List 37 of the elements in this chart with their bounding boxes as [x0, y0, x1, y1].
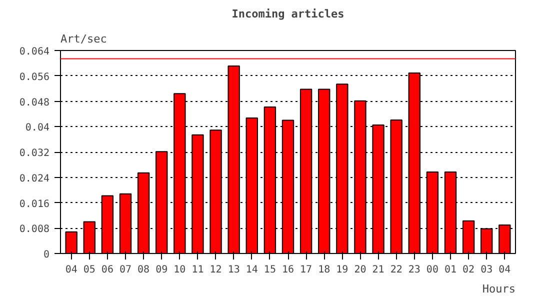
x-tick-label: 05 [83, 264, 96, 276]
x-tick-label: 17 [300, 264, 312, 276]
x-tick-label: 21 [372, 264, 384, 276]
y-tick-label: 0.04 [25, 122, 50, 134]
y-tick-label: 0.008 [19, 224, 50, 236]
y-tick-label: 0.056 [19, 72, 50, 83]
x-tick-label: 00 [426, 264, 438, 276]
x-tick-label: 04 [65, 264, 78, 276]
x-axis-title: Hours [482, 282, 516, 296]
chart-title: Incoming articles [232, 8, 344, 20]
y-tick-label: 0.064 [19, 46, 50, 58]
x-tick-label: 11 [192, 264, 204, 276]
y-tick-label: 0 [43, 250, 50, 260]
x-tick-label: 16 [282, 264, 294, 276]
x-tick-label: 09 [156, 264, 168, 276]
x-tick-label: 18 [318, 264, 330, 276]
x-tick-label: 07 [119, 264, 132, 276]
x-tick-label: 15 [264, 264, 276, 276]
y-tick-label: 0.048 [19, 97, 50, 108]
x-tick-label: 02 [462, 264, 475, 276]
y-axis-title: Art/sec [60, 32, 107, 46]
y-tick-label: 0.024 [19, 173, 50, 184]
x-tick-label: 06 [101, 264, 114, 276]
x-tick-label: 19 [336, 264, 348, 276]
x-tick-label: 01 [444, 264, 457, 276]
x-tick-label: 10 [174, 264, 186, 276]
x-tick-label: 13 [228, 264, 240, 276]
x-tick-label: 03 [480, 264, 493, 276]
x-tick-label: 08 [138, 264, 150, 276]
x-tick-label: 22 [390, 264, 402, 276]
x-tick-label: 23 [408, 264, 420, 276]
x-tick-label: 12 [210, 264, 222, 276]
y-tick-label: 0.032 [19, 148, 50, 159]
x-tick-label: 04 [498, 264, 511, 276]
y-tick-label: 0.016 [19, 198, 50, 210]
x-tick-label: 20 [354, 264, 366, 276]
x-tick-label: 14 [246, 264, 258, 276]
